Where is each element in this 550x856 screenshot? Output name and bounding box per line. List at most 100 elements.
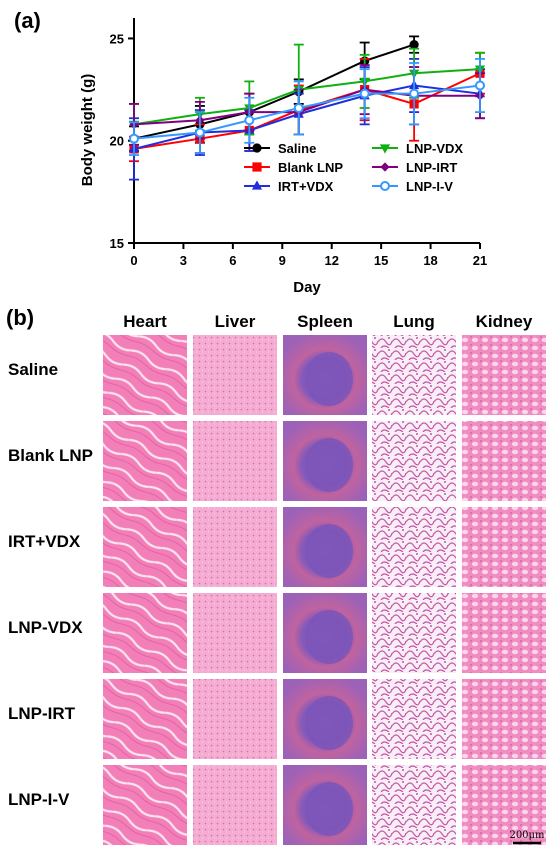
legend-item: LNP-VDX (372, 141, 463, 156)
white-pulp-follicle (305, 438, 353, 492)
x-tick-label: 21 (473, 253, 487, 268)
histology-image-lung (372, 765, 456, 845)
legend-item: IRT+VDX (244, 179, 334, 194)
histology-image-spleen (283, 335, 367, 415)
histology-image-kidney (462, 507, 546, 587)
tissue-texture (103, 679, 187, 759)
histology-image-liver (193, 679, 277, 759)
tissue-texture (193, 765, 277, 845)
legend-label: LNP-I-V (406, 179, 453, 194)
scale-bar-label: 200μm (509, 830, 545, 841)
row-header: LNP-IRT (8, 704, 76, 723)
histology-image-kidney (462, 421, 546, 501)
tissue-texture (193, 507, 277, 587)
tissue-texture (372, 679, 456, 759)
histology-image-spleen (283, 421, 367, 501)
legend: Saline Blank LNP IRT+VDX LNP-VDX LNP-IRT LNP-… (244, 141, 463, 194)
x-ticks: 0 3 6 9 12 15 18 21 (130, 243, 487, 268)
white-pulp-follicle (305, 782, 353, 836)
data-point (244, 115, 255, 126)
row-header: Saline (8, 360, 58, 379)
row-header: Blank LNP (8, 446, 93, 465)
x-tick-label: 3 (180, 253, 187, 268)
histology-image-liver (193, 421, 277, 501)
histology-image-liver (193, 765, 277, 845)
tissue-texture (462, 679, 546, 759)
column-header-heart: Heart (123, 312, 167, 331)
series-line (133, 43, 415, 140)
white-pulp-follicle (305, 352, 353, 406)
data-point (359, 88, 370, 99)
x-axis-title: Day (293, 279, 321, 296)
tissue-texture (462, 421, 546, 501)
tissue-texture (372, 593, 456, 673)
data-point (129, 133, 139, 144)
tissue-texture (372, 507, 456, 587)
column-header-spleen: Spleen (297, 312, 353, 331)
tissue-texture (103, 335, 187, 415)
legend-item: Blank LNP (244, 160, 343, 175)
histology-image-kidney (462, 765, 546, 845)
tissue-texture (462, 335, 546, 415)
white-pulp-follicle (305, 696, 353, 750)
y-axis-title: Body weight (g) (79, 74, 96, 187)
tissue-texture (372, 421, 456, 501)
column-header-kidney: Kidney (476, 312, 533, 331)
tissue-texture (193, 679, 277, 759)
row-header: LNP-VDX (8, 618, 83, 637)
tissue-texture (103, 507, 187, 587)
histology-image-heart (103, 507, 187, 587)
column-header-lung: Lung (393, 312, 435, 331)
histology-image-kidney (462, 593, 546, 673)
tissue-texture (103, 421, 187, 501)
tissue-texture (462, 765, 546, 845)
histology-image-liver (193, 335, 277, 415)
legend-marker (251, 180, 263, 190)
histology-image-spleen (283, 593, 367, 673)
tissue-texture (372, 765, 456, 845)
legend-label: IRT+VDX (278, 179, 334, 194)
histology-image-lung (372, 421, 456, 501)
y-tick-label: 25 (110, 31, 124, 46)
legend-marker (380, 181, 390, 191)
histology-image-lung (372, 593, 456, 673)
x-tick-label: 6 (229, 253, 236, 268)
legend-item: LNP-IRT (372, 160, 457, 175)
histology-image-heart (103, 421, 187, 501)
white-pulp-follicle (305, 610, 353, 664)
histology-grid: Heart Liver Spleen Lung Kidney Saline Blank LN… (8, 312, 546, 845)
y-tick-label: 20 (110, 134, 124, 149)
tissue-texture (462, 593, 546, 673)
legend-label: Saline (278, 141, 316, 156)
panel-a-label: (a) (14, 8, 41, 33)
row-header: LNP-I-V (8, 790, 70, 809)
histology-image-spleen (283, 765, 367, 845)
series-layer (128, 35, 486, 181)
legend-label: Blank LNP (278, 160, 343, 175)
legend-marker (252, 162, 262, 172)
histology-image-heart (103, 679, 187, 759)
legend-item: LNP-I-V (372, 179, 453, 194)
data-point (409, 39, 419, 50)
histology-image-heart (103, 335, 187, 415)
legend-item: Saline (244, 141, 316, 156)
x-tick-label: 15 (374, 253, 388, 268)
legend-marker (252, 143, 262, 153)
histology-image-liver (193, 593, 277, 673)
panel-b-label: (b) (6, 305, 34, 330)
legend-marker (380, 162, 390, 172)
histology-image-heart (103, 765, 187, 845)
histology-image-kidney (462, 679, 546, 759)
legend-marker (379, 144, 391, 154)
tissue-texture (462, 507, 546, 587)
histology-image-heart (103, 593, 187, 673)
tissue-texture (103, 765, 187, 845)
data-point (409, 88, 420, 99)
data-point (293, 103, 304, 113)
legend-label: LNP-VDX (406, 141, 463, 156)
x-tick-label: 18 (423, 253, 437, 268)
histology-image-kidney (462, 335, 546, 415)
histology-image-lung (372, 679, 456, 759)
